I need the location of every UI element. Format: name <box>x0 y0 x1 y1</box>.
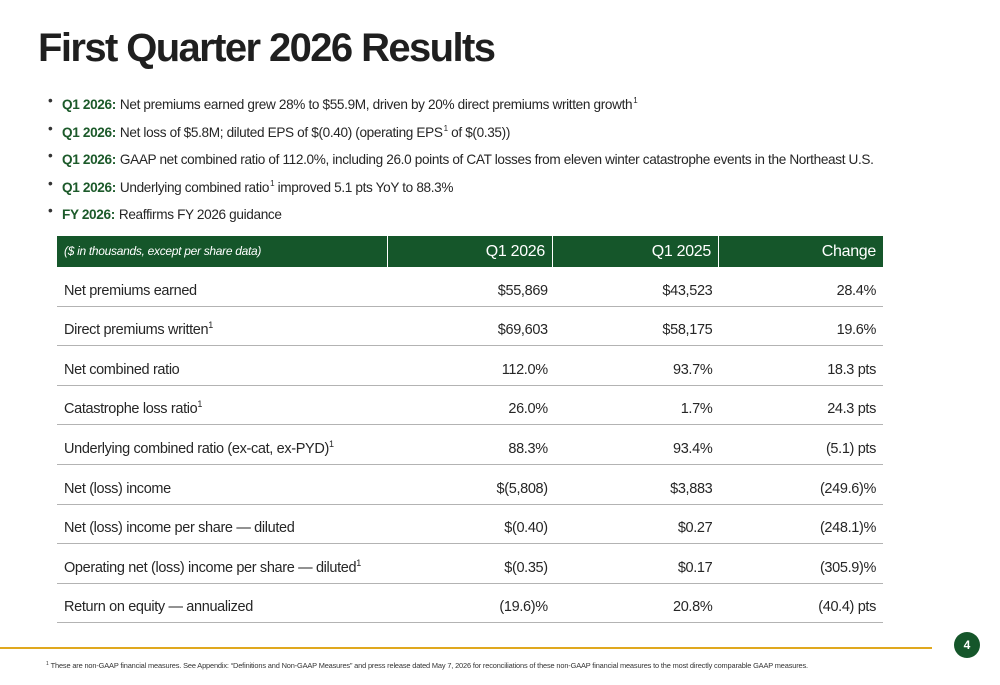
highlight-item: Q1 2026:GAAP net combined ratio of 112.0… <box>48 145 958 173</box>
cell-q1-2025: $3,883 <box>670 480 713 497</box>
cell-q1-2026: $(0.35) <box>504 559 548 576</box>
row-label: Catastrophe loss ratio1 <box>64 399 202 418</box>
highlight-lead: Q1 2026: <box>62 124 116 140</box>
highlight-lead: FY 2026: <box>62 207 115 222</box>
footnote-ref: 1 <box>328 438 334 449</box>
table-row: Catastrophe loss ratio1 26.0% 1.7% 24.3 … <box>57 386 883 426</box>
footnote-ref: 1 <box>633 96 638 105</box>
highlight-tail: improved 5.1 pts YoY to 88.3% <box>274 179 454 195</box>
table-row: Net premiums earned $55,869 $43,523 28.4… <box>57 267 883 307</box>
cell-q1-2026: 112.0% <box>501 361 548 378</box>
footnote-ref: 1 <box>443 123 448 133</box>
row-label: Net combined ratio <box>64 361 180 378</box>
results-table: ($ in thousands, except per share data) … <box>57 236 883 624</box>
row-label: Return on equity — annualized <box>64 599 253 616</box>
table-row: Net combined ratio 112.0% 93.7% 18.3 pts <box>57 346 883 386</box>
cell-q1-2025: $0.27 <box>677 520 713 537</box>
cell-change: (305.9)% <box>819 559 876 576</box>
table-row: Operating net (loss) income per share — … <box>57 544 883 584</box>
cell-change: (248.1)% <box>819 520 876 537</box>
cell-q1-2026: 88.3% <box>508 440 548 457</box>
cell-change: 24.3 pts <box>827 401 876 418</box>
cell-q1-2025: $58,175 <box>662 322 713 339</box>
table-row: Return on equity — annualized (19.6)% 20… <box>57 584 883 624</box>
row-label: Net (loss) income per share — diluted <box>64 520 295 537</box>
highlight-text: Reaffirms FY 2026 guidance <box>118 207 282 222</box>
header-units-label: ($ in thousands, except per share data) <box>64 244 262 258</box>
highlight-text: GAAP net combined ratio of 112.0%, inclu… <box>119 152 874 167</box>
row-label: Operating net (loss) income per share — … <box>64 557 361 576</box>
row-label: Net premiums earned <box>64 282 197 299</box>
highlight-tail: of $(0.35)) <box>447 124 510 140</box>
highlight-item: Q1 2026:Net premiums earned grew 28% to … <box>48 90 958 118</box>
page-title: First Quarter 2026 Results <box>38 26 496 70</box>
cell-change: (5.1) pts <box>825 440 876 457</box>
page-number-badge: 4 <box>954 632 980 658</box>
footnote-marker: 1 <box>46 661 49 667</box>
table-row: Underlying combined ratio (ex-cat, ex-PY… <box>57 425 883 465</box>
footnote-ref: 1 <box>270 178 275 188</box>
cell-q1-2026: $69,603 <box>497 322 548 339</box>
header-q1-2026: Q1 2026 <box>387 236 552 267</box>
cell-q1-2026: $(5,808) <box>496 480 549 497</box>
highlight-item: FY 2026:Reaffirms FY 2026 guidance <box>48 200 958 228</box>
highlight-lead: Q1 2026: <box>62 179 116 195</box>
highlight-text: Net loss of $5.8M; diluted EPS of $(0.40… <box>119 124 443 140</box>
row-label: Net (loss) income <box>64 480 171 497</box>
cell-change: 19.6% <box>836 322 877 339</box>
footnote-ref: 1 <box>208 320 213 331</box>
table-row: Net (loss) income $(5,808) $3,883 (249.6… <box>57 465 883 505</box>
table-row: Net (loss) income per share — diluted $(… <box>57 505 883 545</box>
cell-q1-2025: 20.8% <box>673 599 713 616</box>
row-label: Direct premiums written1 <box>64 320 213 339</box>
highlights-list: Q1 2026:Net premiums earned grew 28% to … <box>48 90 958 228</box>
cell-q1-2026: 26.0% <box>508 401 548 418</box>
cell-change: 18.3 pts <box>827 361 876 378</box>
cell-change: 28.4% <box>836 282 877 299</box>
highlight-lead: Q1 2026: <box>62 97 116 112</box>
highlight-item: Q1 2026:Underlying combined ratio1 impro… <box>48 173 958 201</box>
cell-q1-2026: $(0.40) <box>504 520 548 537</box>
cell-change: (249.6)% <box>819 480 876 497</box>
footnote-ref: 1 <box>356 557 361 568</box>
highlight-text: Underlying combined ratio <box>119 179 270 195</box>
footer-divider <box>0 647 932 649</box>
footnote-text: These are non-GAAP financial measures. S… <box>50 661 808 670</box>
row-label: Underlying combined ratio (ex-cat, ex-PY… <box>64 438 334 457</box>
cell-q1-2026: (19.6)% <box>499 599 548 616</box>
highlight-text: Net premiums earned grew 28% to $55.9M, … <box>119 97 633 112</box>
cell-change: (40.4) pts <box>818 599 876 616</box>
header-change: Change <box>718 236 883 267</box>
cell-q1-2026: $55,869 <box>497 282 548 299</box>
footnote-ref: 1 <box>197 399 202 410</box>
highlight-lead: Q1 2026: <box>62 152 116 167</box>
highlight-item: Q1 2026:Net loss of $5.8M; diluted EPS o… <box>48 118 958 146</box>
cell-q1-2025: $0.17 <box>677 559 713 576</box>
cell-q1-2025: $43,523 <box>662 282 713 299</box>
header-q1-2025: Q1 2025 <box>552 236 718 267</box>
footnote: 1 These are non-GAAP financial measures. … <box>46 661 808 670</box>
cell-q1-2025: 93.4% <box>673 440 713 457</box>
cell-q1-2025: 93.7% <box>673 361 713 378</box>
cell-q1-2025: 1.7% <box>680 401 713 418</box>
table-row: Direct premiums written1 $69,603 $58,175… <box>57 307 883 347</box>
table-header: ($ in thousands, except per share data) … <box>57 236 883 267</box>
